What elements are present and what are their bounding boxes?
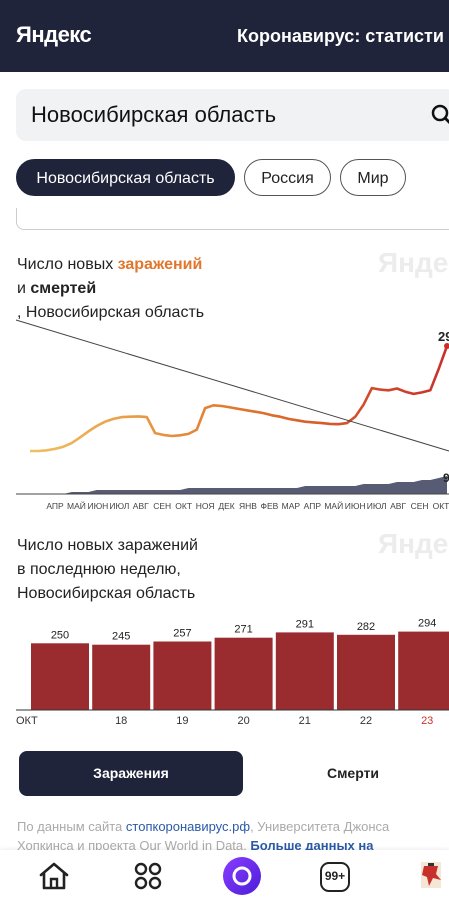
x-tick-label: 18 [115, 715, 127, 727]
source-note: По данным сайта стопкоронавирус.рф, Унив… [17, 819, 390, 853]
chart1-title: Число новых заражений и смертей , Новоси… [17, 256, 205, 321]
bar-value-label: 291 [296, 618, 314, 630]
source-link[interactable]: стопкоронавирус.рф [125, 819, 251, 834]
x-tick-label: ФЕВ [261, 501, 279, 511]
x-tick-label: ОКТ [433, 501, 449, 511]
cases-series-line [30, 345, 449, 453]
x-tick-label: 22 [360, 715, 372, 727]
x-tick-label: ЯНВ [239, 501, 257, 511]
bar-value-label: 257 [173, 628, 191, 640]
chip-novosibirsk[interactable]: Новосибирская область [16, 159, 235, 196]
tab-deaths[interactable]: Смерти [248, 751, 449, 796]
x-tick-label: 21 [299, 715, 311, 727]
bar-value-label: 271 [234, 624, 252, 636]
x-tick-label: 23 [421, 715, 433, 727]
last-point-marker [444, 343, 449, 349]
x-tick-label: МАЙ [67, 500, 86, 511]
bar-22 [337, 634, 395, 710]
x-tick-label: 19 [176, 715, 188, 727]
app-header: Яндекс Коронавирус: статисти [0, 0, 449, 72]
deaths-series-area [30, 476, 447, 494]
x-tick-label: ОКТ [175, 501, 192, 511]
apps-grid-icon[interactable] [134, 862, 162, 890]
more-data-link[interactable]: Больше данных на [250, 838, 374, 853]
chart1-baseline [15, 319, 449, 452]
weekly-bar-chart: 250 245 257 271 291 282 294 ОКТ 18 19 20 21 22 23 [16, 618, 449, 727]
x-tick-label: АВГ [133, 501, 149, 511]
x-tick-label: ИЮЛ [367, 501, 387, 511]
bar-value-label: 245 [112, 631, 130, 643]
tabs-count-icon[interactable]: 99+ [320, 862, 350, 892]
x-tick-label: АВГ [390, 501, 406, 511]
x-tick-label: СЕН [411, 501, 429, 511]
x-tick-label: АПР [304, 501, 322, 511]
bar-23 [398, 631, 449, 710]
last-value-label: 294 [438, 329, 449, 344]
x-tick-label: МАЙ [324, 500, 343, 511]
x-tick-label: АПР [46, 501, 64, 511]
cases-deaths-chart: АПР МАЙ ИЮН ИЮЛ АВГ СЕН ОКТ НОЯ ДЕК ЯНВ ФЕВ МАР АПР М… [15, 319, 449, 511]
bar-value-label: 282 [357, 621, 375, 633]
bar-18 [92, 644, 151, 710]
collapsed-panel [16, 208, 449, 230]
profile-avatar-icon[interactable] [419, 860, 445, 890]
search-field[interactable]: Новосибирская область [16, 89, 449, 141]
watermark-logo-2: Яндекс [378, 528, 449, 559]
x-tick-label: ОКТ [16, 715, 38, 727]
search-icon[interactable] [430, 103, 449, 127]
x-tick-label: ИЮН [87, 501, 108, 511]
deaths-last-label: 9 [443, 471, 449, 485]
x-tick-label: СЕН [153, 501, 171, 511]
alice-assistant-icon[interactable] [222, 856, 262, 896]
bar-21 [275, 632, 334, 710]
x-tick-label: 20 [237, 715, 249, 727]
x-tick-label: ИЮН [345, 501, 366, 511]
x-tick-label: ДЕК [218, 501, 234, 511]
x-tick-label: ИЮЛ [109, 501, 129, 511]
page-title: Коронавирус: статисти [237, 26, 444, 46]
chip-world[interactable]: Мир [340, 159, 406, 196]
x-tick-label: НОЯ [196, 501, 215, 511]
tab-infections[interactable]: Заражения [19, 751, 243, 796]
x-tick-label: МАР [282, 501, 301, 511]
home-icon[interactable] [37, 860, 71, 892]
watermark-logo: Яндекс [378, 247, 449, 278]
bar-19 [153, 641, 212, 710]
bar-17 [31, 643, 89, 710]
bar-20 [214, 637, 273, 710]
yandex-logo[interactable]: Яндекс [16, 22, 92, 47]
bar-value-label: 250 [51, 629, 69, 641]
chip-russia[interactable]: Россия [244, 159, 331, 196]
search-input[interactable]: Новосибирская область [31, 102, 277, 127]
chart2-title: Число новых заражений в последнюю неделю… [17, 537, 198, 602]
bar-value-label: 294 [418, 618, 436, 630]
